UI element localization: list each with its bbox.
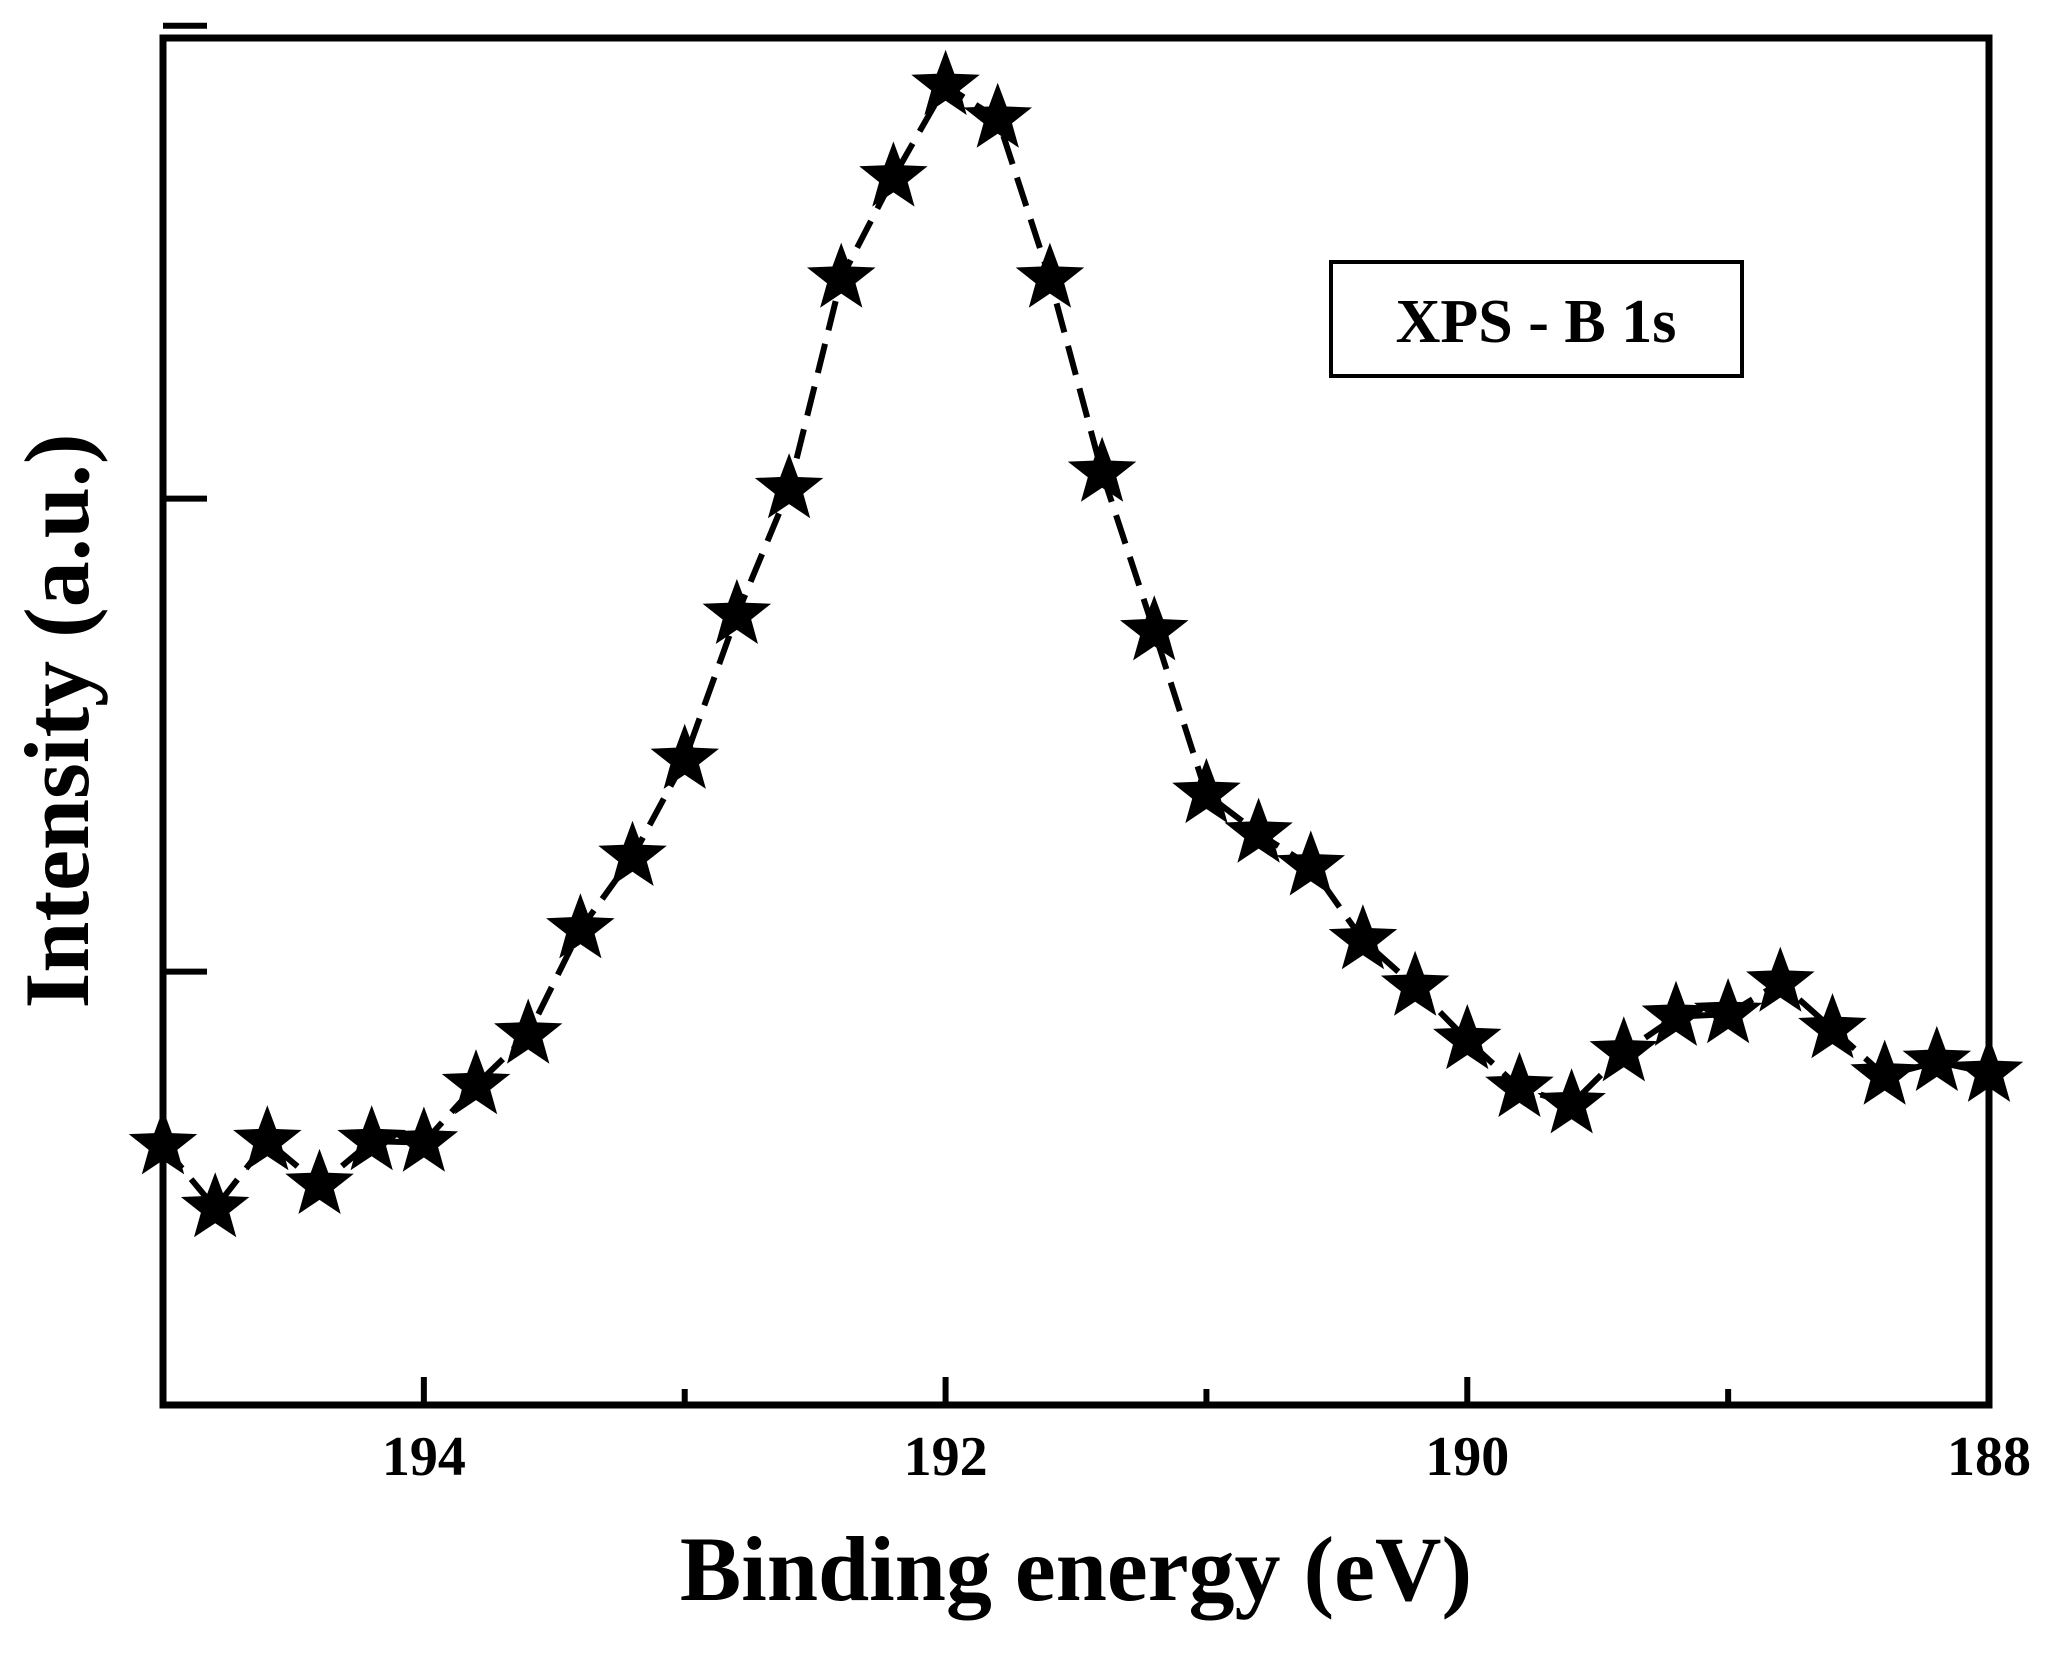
y-axis-title: Intensity (a.u.) (6, 433, 108, 1008)
x-tick-label: 188 (1947, 1426, 2031, 1488)
data-point-star (1850, 1039, 1919, 1105)
data-point-star (494, 998, 563, 1064)
data-point-star (807, 242, 876, 308)
data-point-star (1224, 797, 1293, 863)
x-axis-title: Binding energy (eV) (680, 1518, 1472, 1620)
data-point-star (546, 893, 615, 959)
legend: XPS - B 1s (1329, 260, 1744, 378)
x-tick-label: 194 (382, 1426, 466, 1488)
data-point-star (859, 141, 928, 207)
data-point-star (389, 1106, 459, 1172)
series-layer (128, 49, 2024, 1238)
data-point-star (1693, 978, 1763, 1044)
data-point-star (1485, 1051, 1554, 1117)
tick-labels: 194 192 190 188 (382, 1426, 2031, 1488)
data-point-star (1641, 980, 1711, 1046)
data-point-star (702, 578, 772, 644)
data-point-star (754, 453, 824, 519)
data-point-star (1433, 1004, 1502, 1070)
data-point-star (1172, 758, 1241, 824)
data-point-star (1120, 595, 1189, 661)
data-point-star (233, 1105, 302, 1171)
data-point-star (337, 1105, 406, 1171)
data-point-star (1589, 1016, 1658, 1082)
data-point-star (1380, 950, 1450, 1016)
legend-box (1329, 260, 1744, 378)
data-point-star (285, 1148, 354, 1214)
data-point-star (180, 1172, 250, 1238)
data-point-star (963, 82, 1032, 148)
data-point-star (1746, 946, 1815, 1012)
data-point-star (650, 723, 719, 789)
data-point-star (598, 820, 667, 886)
data-point-star (1328, 904, 1398, 970)
legend-label: XPS - B 1s (1396, 288, 1677, 356)
x-tick-label: 190 (1425, 1426, 1509, 1488)
data-point-star (1276, 830, 1345, 896)
data-point-star (441, 1049, 511, 1115)
data-point-star (1067, 436, 1137, 502)
data-point-star (911, 49, 980, 115)
data-point-star (1015, 242, 1085, 308)
x-tick-label: 192 (904, 1426, 988, 1488)
plot-frame (159, 34, 1993, 1409)
data-point-star (1798, 993, 1867, 1059)
series-line (160, 82, 1990, 1212)
data-point-star (1902, 1025, 1972, 1091)
data-point-star (1537, 1068, 1606, 1134)
ticks-layer (163, 22, 1732, 1405)
